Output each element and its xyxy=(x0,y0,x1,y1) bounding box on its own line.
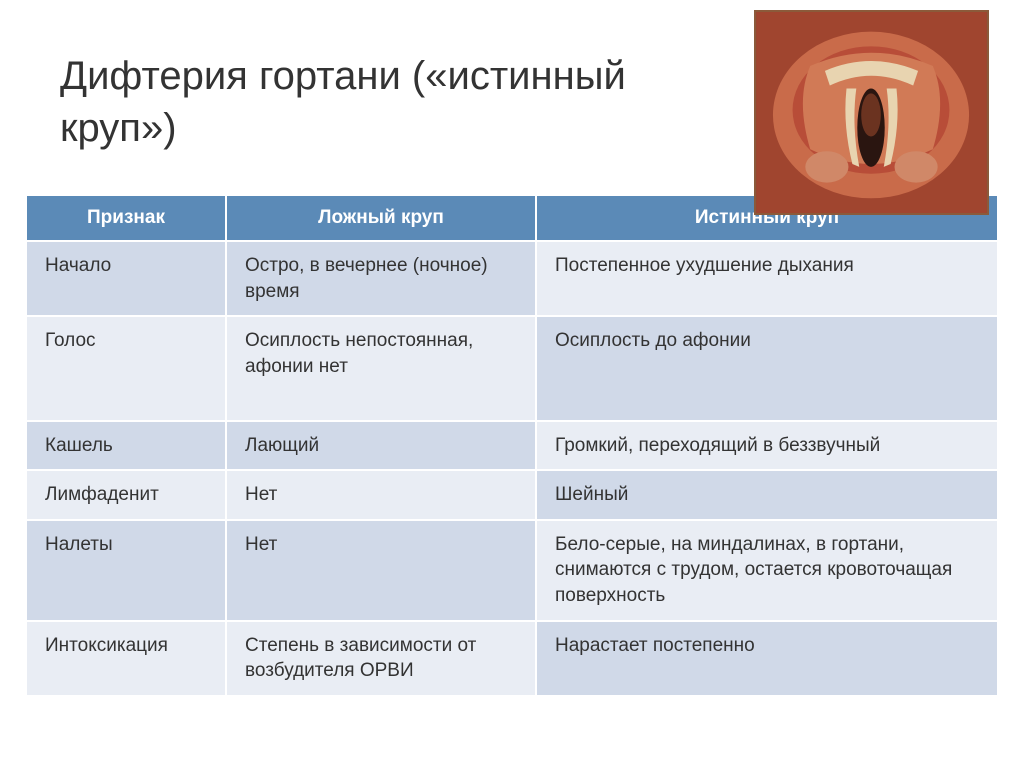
cell-false: Остро, в вечернее (ночное) время xyxy=(226,241,536,316)
col-header-false-croup: Ложный круп xyxy=(226,195,536,241)
cell-true: Постепенное ухудшение дыхания xyxy=(536,241,998,316)
comparison-table-container: Признак Ложный круп Истинный круп Начало… xyxy=(0,194,1024,697)
col-header-sign: Признак xyxy=(26,195,226,241)
cell-false: Нет xyxy=(226,520,536,621)
cell-true: Громкий, переходящий в беззвучный xyxy=(536,421,998,471)
cell-true: Осиплость до афонии xyxy=(536,316,998,420)
cell-sign: Кашель xyxy=(26,421,226,471)
cell-sign: Начало xyxy=(26,241,226,316)
page-title: Дифтерия гортани («истинный круп») xyxy=(60,50,640,154)
cell-sign: Голос xyxy=(26,316,226,420)
cell-true: Бело-серые, на миндалинах, в гортани, сн… xyxy=(536,520,998,621)
table-row: Лимфаденит Нет Шейный xyxy=(26,470,998,520)
cell-false: Нет xyxy=(226,470,536,520)
table-row: Кашель Лающий Громкий, переходящий в без… xyxy=(26,421,998,471)
table-body: Начало Остро, в вечернее (ночное) время … xyxy=(26,241,998,696)
cell-true: Нарастает постепенно xyxy=(536,621,998,696)
cell-false: Лающий xyxy=(226,421,536,471)
title-area: Дифтерия гортани («истинный круп») xyxy=(0,0,640,194)
table-row: Начало Остро, в вечернее (ночное) время … xyxy=(26,241,998,316)
cell-sign: Лимфаденит xyxy=(26,470,226,520)
cell-true: Шейный xyxy=(536,470,998,520)
cell-sign: Интоксикация xyxy=(26,621,226,696)
table-row: Налеты Нет Бело-серые, на миндалинах, в … xyxy=(26,520,998,621)
comparison-table: Признак Ложный круп Истинный круп Начало… xyxy=(25,194,999,697)
cell-sign: Налеты xyxy=(26,520,226,621)
table-row: Голос Осиплость непостоянная, афонии нет… xyxy=(26,316,998,420)
cell-false: Степень в зависимости от возбудителя ОРВ… xyxy=(226,621,536,696)
cell-false: Осиплость непостоянная, афонии нет xyxy=(226,316,536,420)
laryngoscopy-illustration xyxy=(756,12,987,213)
larynx-image xyxy=(754,10,989,215)
table-row: Интоксикация Степень в зависимости от во… xyxy=(26,621,998,696)
